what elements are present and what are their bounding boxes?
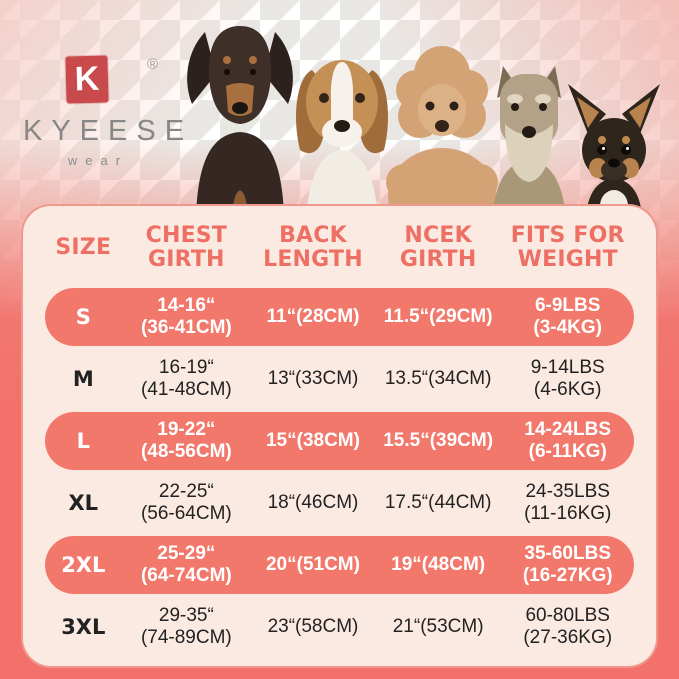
weight-cell: 35-60LBS (16-27KG) bbox=[522, 543, 613, 586]
size-cell: M bbox=[72, 366, 94, 391]
back-length-cell: 11“(28CM) bbox=[266, 306, 360, 328]
chest-girth-cell: 25-29“ (64-74CM) bbox=[140, 543, 232, 586]
table-row-size-xl: XL 22-25“ (56-64CM) 18“(46CM) 17.5“(44CM… bbox=[45, 474, 634, 532]
size-cell: L bbox=[76, 428, 90, 453]
column-header-size: SIZE bbox=[55, 235, 112, 261]
weight-cell: 24-35LBS (11-16KG) bbox=[524, 481, 612, 524]
back-length-cell: 23“(58CM) bbox=[267, 616, 359, 638]
registered-trademark-symbol: ® bbox=[146, 56, 158, 73]
neck-girth-cell: 13.5“(34CM) bbox=[384, 368, 492, 390]
table-row-size-2xl: 2XL 25-29“ (64-74CM) 20“(51CM) 19“(48CM)… bbox=[45, 536, 634, 594]
column-header-fits-for-weight: FITS FOR WEIGHT bbox=[510, 223, 625, 272]
size-cell: 2XL bbox=[61, 552, 106, 577]
back-length-cell: 20“(51CM) bbox=[265, 554, 360, 576]
size-cell: 3XL bbox=[61, 614, 106, 639]
chest-girth-cell: 14-16“ (36-41CM) bbox=[140, 295, 232, 338]
neck-girth-cell: 11.5“(29CM) bbox=[383, 306, 493, 328]
weight-cell: 6-9LBS (3-4KG) bbox=[533, 295, 603, 338]
neck-girth-cell: 17.5“(44CM) bbox=[384, 492, 492, 514]
back-length-cell: 18“(46CM) bbox=[267, 492, 359, 514]
brand-subtitle: wear bbox=[67, 153, 129, 168]
chest-girth-cell: 16-19“ (41-48CM) bbox=[140, 357, 232, 400]
back-length-cell: 13“(33CM) bbox=[267, 368, 359, 390]
neck-girth-cell: 19“(48CM) bbox=[391, 554, 486, 576]
table-header-row: SIZE CHEST GIRTH BACK LENGTH NCEK GIRTH … bbox=[45, 210, 634, 286]
column-header-back-length: BACK LENGTH bbox=[263, 223, 363, 272]
column-header-neck-girth: NCEK GIRTH bbox=[399, 223, 477, 272]
size-chart-card: SIZE CHEST GIRTH BACK LENGTH NCEK GIRTH … bbox=[21, 204, 658, 668]
dog-photo-schnauzer bbox=[492, 66, 566, 216]
brand-logo: K ® KYEESE wear bbox=[14, 55, 194, 168]
chest-girth-cell: 22-25“ (56-64CM) bbox=[140, 481, 232, 524]
size-cell: XL bbox=[68, 490, 99, 515]
weight-cell: 9-14LBS (4-6KG) bbox=[530, 357, 605, 400]
neck-girth-cell: 21“(53CM) bbox=[392, 616, 484, 638]
weight-cell: 14-24LBS (6-11KG) bbox=[524, 419, 612, 462]
chest-girth-cell: 29-35“ (74-89CM) bbox=[140, 605, 232, 648]
chest-girth-cell: 19-22“ (48-56CM) bbox=[140, 419, 232, 462]
dog-photo-doberman bbox=[187, 26, 293, 216]
table-row-size-l: L 19-22“ (48-56CM) 15“(38CM) 15.5“(39CM)… bbox=[45, 412, 634, 470]
back-length-cell: 15“(38CM) bbox=[265, 430, 360, 452]
dog-photo-chihuahua bbox=[568, 84, 660, 216]
table-row-size-s: S 14-16“ (36-41CM) 11“(28CM) 11.5“(29CM)… bbox=[45, 288, 634, 346]
dog-photo-poodle bbox=[386, 46, 498, 216]
brand-k-mark: K bbox=[65, 55, 109, 104]
size-cell: S bbox=[75, 304, 91, 329]
weight-cell: 60-80LBS (27-36KG) bbox=[523, 605, 613, 648]
neck-girth-cell: 15.5“(39CM) bbox=[383, 430, 494, 452]
brand-name: KYEESE bbox=[23, 115, 194, 147]
table-row-size-3xl: 3XL 29-35“ (74-89CM) 23“(58CM) 21“(53CM)… bbox=[45, 598, 634, 656]
dog-photo-beagle bbox=[296, 60, 388, 216]
table-row-size-m: M 16-19“ (41-48CM) 13“(33CM) 13.5“(34CM)… bbox=[45, 350, 634, 408]
column-header-chest-girth: CHEST GIRTH bbox=[145, 223, 228, 272]
